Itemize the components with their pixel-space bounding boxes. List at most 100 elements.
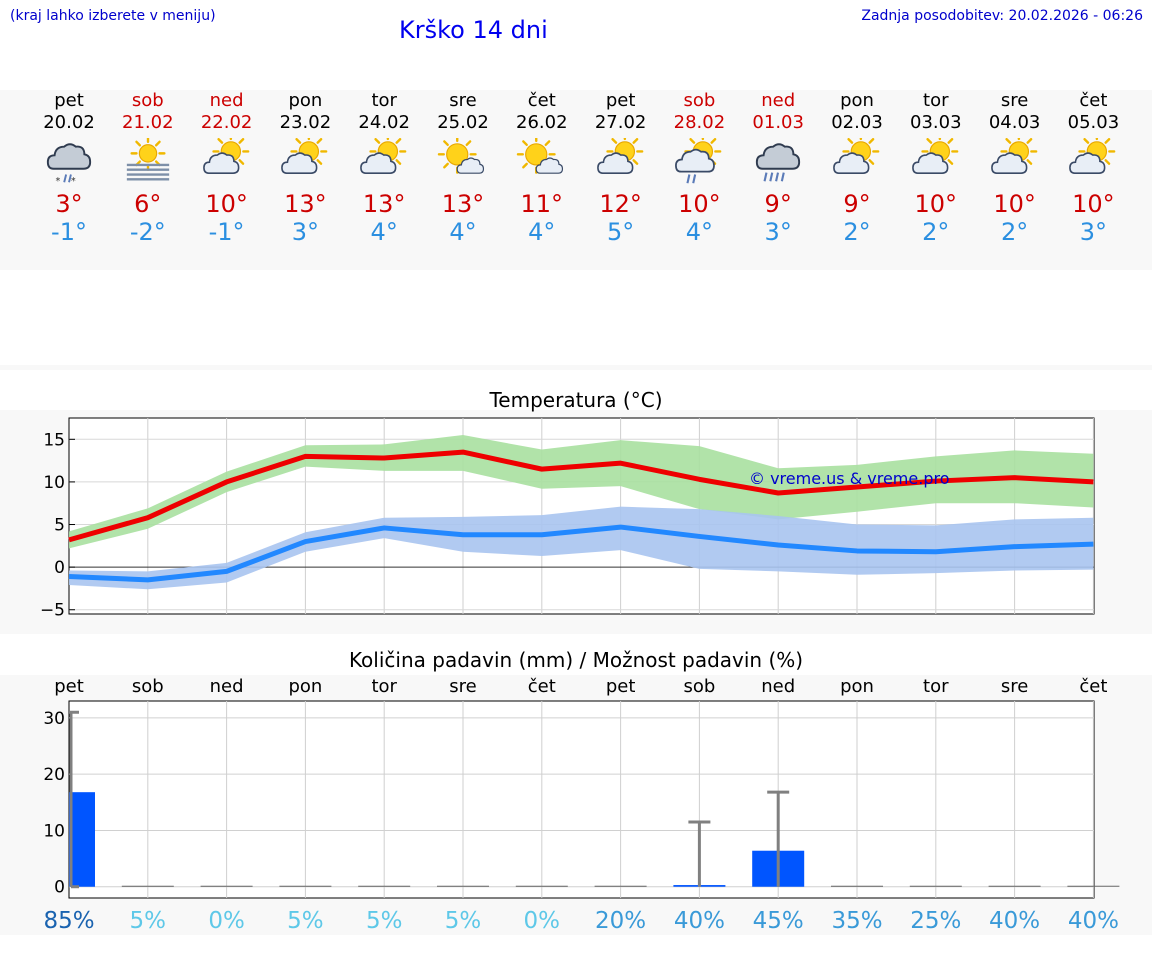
sun-cloud-icon — [202, 138, 249, 174]
category-label: pet — [54, 676, 84, 697]
max-temperature: 6° — [134, 190, 162, 218]
day-column: sre 25.02 13° 4° — [423, 90, 503, 246]
category-label: pet — [606, 676, 636, 697]
y-tick-label: 15 — [43, 430, 65, 450]
day-column: pet 20.02 * * 3° -1° — [29, 90, 109, 246]
category-label: ned — [210, 676, 244, 697]
y-tick-label: 0 — [54, 558, 65, 578]
sun-cloud-icon — [990, 138, 1037, 174]
day-name: sob — [683, 90, 716, 111]
max-temperature: 10° — [914, 190, 958, 218]
day-name: sob — [131, 90, 164, 111]
precip-probability: 25% — [910, 908, 961, 934]
max-temperature: 10° — [205, 190, 248, 218]
precip-probability: 45% — [753, 908, 804, 934]
precip-probability: 0% — [524, 908, 561, 934]
min-temperature: 3° — [291, 218, 320, 246]
precip-bar — [831, 885, 883, 887]
category-label: sre — [449, 676, 476, 697]
day-name: pet — [605, 90, 636, 111]
day-column: pet 27.02 12° 5° — [581, 90, 661, 246]
min-temperature: 4° — [370, 218, 398, 246]
sun-cloud-icon — [360, 138, 407, 174]
precip-probability: 5% — [445, 908, 482, 934]
day-date: 02.03 — [831, 112, 883, 133]
day-column: tor 03.03 10° 2° — [896, 90, 976, 246]
min-temperature: 4° — [449, 218, 477, 246]
min-temperature: 3° — [1079, 218, 1108, 246]
precip-probability: 5% — [366, 908, 403, 934]
day-date: 20.02 — [43, 112, 95, 133]
page-title: Krško 14 dni — [399, 16, 548, 44]
precipitation-chart-title: Količina padavin (mm) / Možnost padavin … — [348, 648, 804, 672]
day-date: 21.02 — [122, 112, 174, 133]
day-date: 22.02 — [200, 112, 253, 133]
precip-probability: 40% — [1068, 908, 1119, 934]
day-date: 24.02 — [358, 112, 410, 133]
series-min-band — [69, 506, 1094, 590]
precip-probability: 0% — [208, 908, 245, 934]
min-temperature: 2° — [1000, 218, 1029, 246]
sun-cloud-icon — [596, 138, 643, 174]
day-name: ned — [761, 90, 796, 111]
day-date: 04.03 — [988, 112, 1041, 133]
day-column: tor 24.02 13° 4° — [344, 90, 424, 246]
precip-probability: 35% — [831, 908, 882, 934]
series-max-line — [68, 449, 1094, 543]
precip-bar — [515, 885, 568, 887]
precip-bar — [437, 885, 489, 887]
precip-probability: 5% — [130, 908, 167, 934]
separator — [0, 365, 1152, 370]
sun-small-cloud-icon — [437, 138, 485, 174]
cloud-snow-icon: * * — [46, 143, 92, 187]
max-temperature: 12° — [599, 190, 642, 218]
day-name: pon — [840, 90, 874, 111]
day-column: ned 01.03 9° 3° — [738, 90, 818, 246]
category-label: tor — [371, 676, 397, 697]
y-tick-label: 10 — [43, 473, 65, 493]
max-temperature: 10° — [678, 190, 721, 218]
y-tick-label: 20 — [43, 765, 65, 785]
min-temperature: 4° — [528, 218, 556, 246]
watermark: © vreme.us & vreme.pro — [749, 469, 950, 488]
day-name: pet — [54, 90, 84, 111]
day-date: 03.03 — [910, 112, 962, 133]
day-column: sre 04.03 10° 2° — [975, 90, 1055, 246]
category-label: tor — [923, 676, 949, 697]
sun-cloud-icon — [911, 138, 959, 174]
day-date: 27.02 — [594, 112, 647, 133]
day-date: 23.02 — [279, 112, 332, 133]
max-temperature: 10° — [993, 190, 1036, 218]
precip-bar — [69, 792, 95, 887]
max-temperature: 9° — [843, 190, 871, 218]
sun-cloud-icon — [281, 138, 328, 174]
day-date: 26.02 — [516, 112, 568, 133]
day-date: 28.02 — [673, 112, 726, 133]
min-temperature: -1° — [208, 218, 245, 246]
max-temperature: 13° — [284, 190, 327, 218]
precip-probability: 5% — [287, 908, 324, 934]
y-tick-label: 30 — [43, 709, 65, 729]
precipitation-chart: pet sob ned pon tor sre čet pet sob ned pon tor sre č… — [43, 676, 1120, 934]
forecast-panel — [0, 90, 1152, 270]
precip-probability: 20% — [595, 908, 646, 934]
day-name: sre — [1000, 90, 1029, 111]
day-column: pon 23.02 13° 3° — [265, 90, 345, 246]
precip-bar — [1067, 885, 1120, 887]
day-date: 05.03 — [1067, 112, 1120, 133]
min-temperature: 4° — [685, 218, 714, 246]
svg-text:*: * — [71, 176, 76, 187]
max-temperature: 13° — [362, 190, 406, 218]
sun-cloud-icon — [833, 138, 880, 174]
day-name: čet — [527, 90, 556, 111]
category-label: pon — [288, 676, 322, 697]
day-name: čet — [1079, 90, 1108, 111]
day-name: tor — [923, 90, 949, 111]
precip-bar — [909, 885, 962, 887]
day-column: sob 28.02 10° 4° — [659, 90, 739, 246]
sun-small-cloud-icon — [516, 138, 563, 174]
day-name: sre — [449, 90, 477, 111]
y-tick-label: 5 — [54, 516, 65, 536]
precip-probability: 85% — [43, 908, 94, 934]
min-temperature: 2° — [922, 218, 950, 246]
